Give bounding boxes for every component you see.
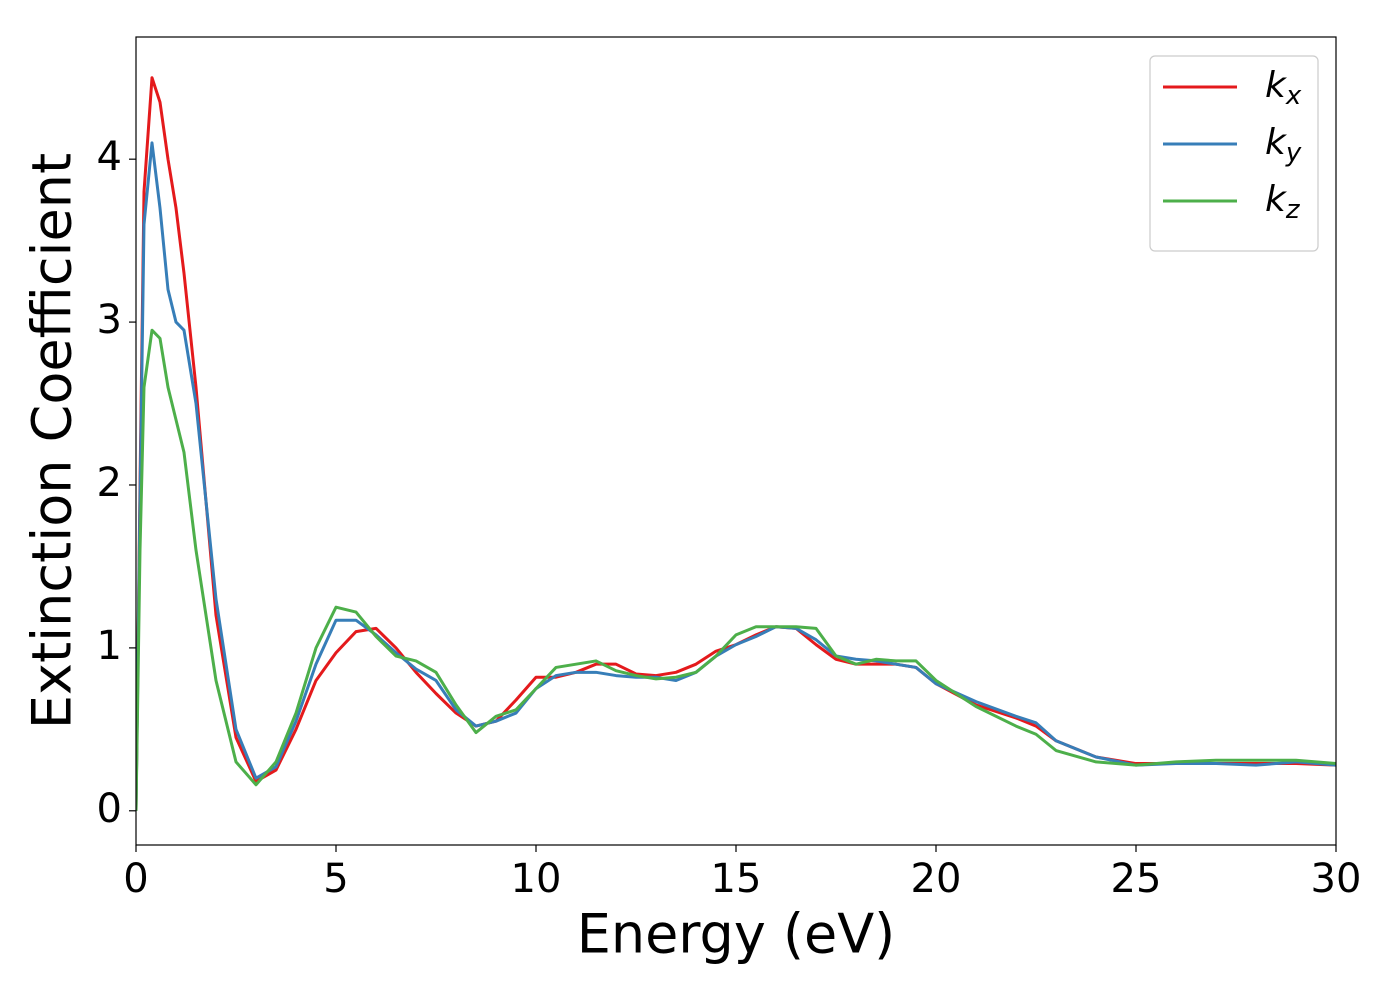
- x-tick-label: 20: [911, 856, 962, 902]
- x-tick-label: 15: [711, 856, 762, 902]
- y-tick-label: 1: [97, 623, 122, 669]
- y-tick-label: 4: [97, 134, 122, 180]
- y-axis-label: Extinction Coefficient: [21, 153, 84, 729]
- x-tick-label: 0: [123, 856, 148, 902]
- legend-label: kz: [1265, 179, 1301, 225]
- x-tick-label: 5: [323, 856, 348, 902]
- x-tick-label: 25: [1111, 856, 1162, 902]
- y-tick-label: 0: [97, 786, 122, 832]
- y-tick-label: 2: [97, 460, 122, 506]
- legend-label: kx: [1265, 65, 1302, 111]
- x-axis-label: Energy (eV): [577, 903, 896, 966]
- series-line: [136, 328, 1336, 811]
- series-line: [136, 76, 1336, 811]
- y-tick-label: 3: [97, 297, 122, 343]
- legend-label: ky: [1265, 122, 1302, 168]
- x-tick-label: 10: [511, 856, 562, 902]
- plot-frame: [135, 36, 1337, 846]
- x-tick-label: 30: [1311, 856, 1362, 902]
- series-line: [136, 141, 1336, 811]
